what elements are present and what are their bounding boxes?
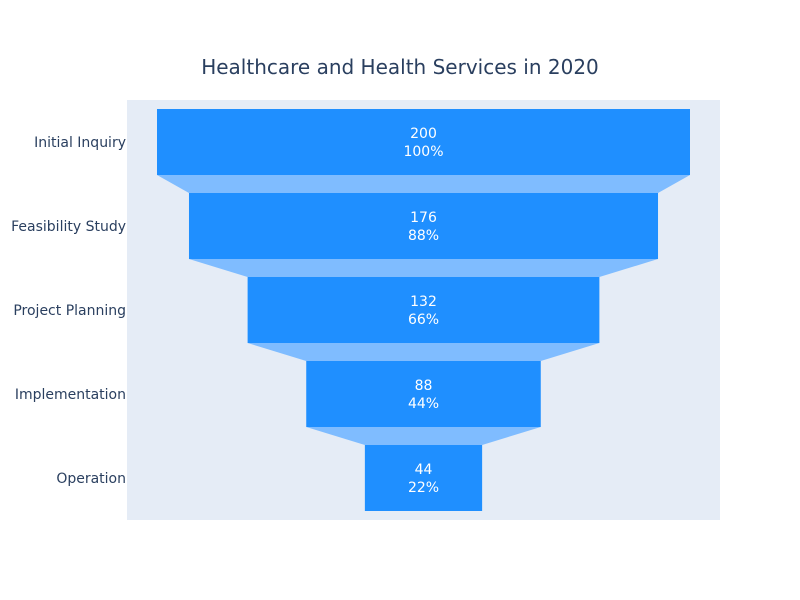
category-tick-label: Feasibility Study	[11, 219, 126, 235]
bar-percent-label: 22%	[408, 480, 439, 496]
funnel-bar	[157, 109, 690, 175]
funnel-bar	[247, 277, 600, 343]
funnel-connector	[306, 427, 541, 445]
bar-percent-label: 88%	[408, 228, 439, 244]
bar-value-label: 176	[410, 210, 437, 226]
category-tick-label: Initial Inquiry	[34, 135, 126, 151]
bar-percent-label: 66%	[408, 312, 439, 328]
bar-value-label: 88	[415, 378, 433, 394]
funnel-connector	[188, 259, 659, 277]
bar-value-label: 200	[410, 126, 437, 142]
bar-value-label: 132	[410, 294, 437, 310]
funnel-bar	[364, 445, 483, 511]
bar-percent-label: 44%	[408, 396, 439, 412]
funnel-bar	[188, 193, 659, 259]
chart-title: Healthcare and Health Services in 2020	[201, 55, 599, 79]
category-tick-label: Project Planning	[13, 303, 126, 319]
category-tick-label: Implementation	[15, 387, 126, 403]
funnel-bar	[306, 361, 541, 427]
bar-percent-label: 100%	[403, 144, 443, 160]
funnel-connector	[247, 343, 600, 361]
bar-value-label: 44	[415, 462, 433, 478]
funnel-connector	[157, 175, 690, 193]
category-tick-label: Operation	[56, 471, 126, 487]
funnel-marks: 200 100% 176 88% 132 66% 88 44% 44 22%	[157, 109, 690, 511]
